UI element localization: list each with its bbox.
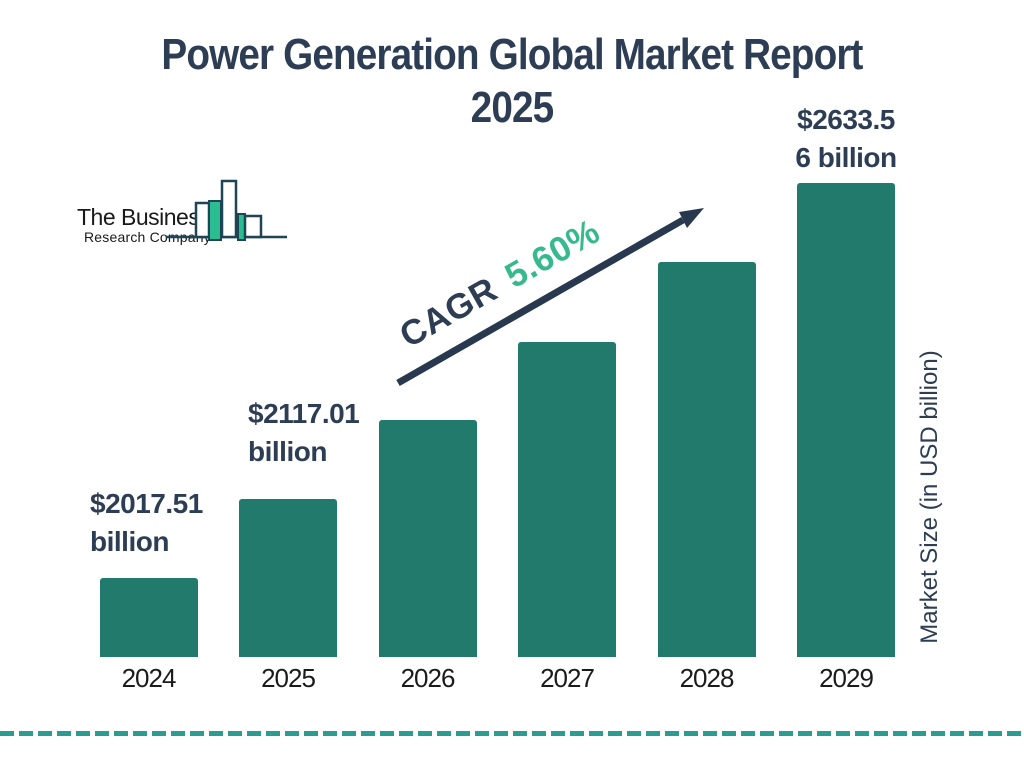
value-label-2025: $2117.01 billion [248, 395, 360, 471]
x-axis-label-2025: 2025 [261, 663, 316, 693]
x-axis-label-2024: 2024 [121, 663, 177, 693]
cagr-trend-arrow-icon [396, 208, 704, 387]
x-axis-label-2026: 2026 [400, 663, 456, 693]
value-label-line: billion [90, 526, 169, 557]
bar-2026 [378, 420, 477, 657]
x-axis-label-2028: 2028 [679, 663, 735, 693]
value-label-line: $2117.01 [248, 398, 360, 429]
x-axis-label-2029: 2029 [819, 663, 874, 693]
value-label-2029: $2633.5 6 billion [795, 101, 897, 177]
bar-2025 [239, 499, 337, 657]
value-label-2024: $2017.51 billion [90, 485, 203, 561]
logo-name-line2: Research Company [84, 229, 211, 245]
report-title-line2: 2025 [470, 83, 555, 132]
report-title-line1: Power Generation Global Market Report [161, 30, 863, 79]
logo-name-line1: The Business [77, 204, 211, 230]
bar-2028 [657, 262, 756, 657]
logo-bars-icon [166, 179, 287, 241]
bottom-dashed-divider [0, 731, 1024, 736]
company-logo: The Business Research Company [55, 168, 300, 252]
x-axis-label-2027: 2027 [540, 663, 595, 693]
bar-2027 [518, 342, 616, 657]
bar-2024 [99, 578, 198, 657]
value-label-line: $2017.51 [90, 488, 203, 519]
value-label-line: $2633.5 [797, 104, 895, 135]
value-label-line: billion [248, 436, 327, 467]
report-title: Power Generation Global Market Report 20… [61, 28, 962, 134]
bar-2029 [797, 183, 895, 657]
value-label-line: 6 billion [795, 142, 897, 173]
y-axis-title: Market Size (in USD billion) [916, 350, 943, 644]
